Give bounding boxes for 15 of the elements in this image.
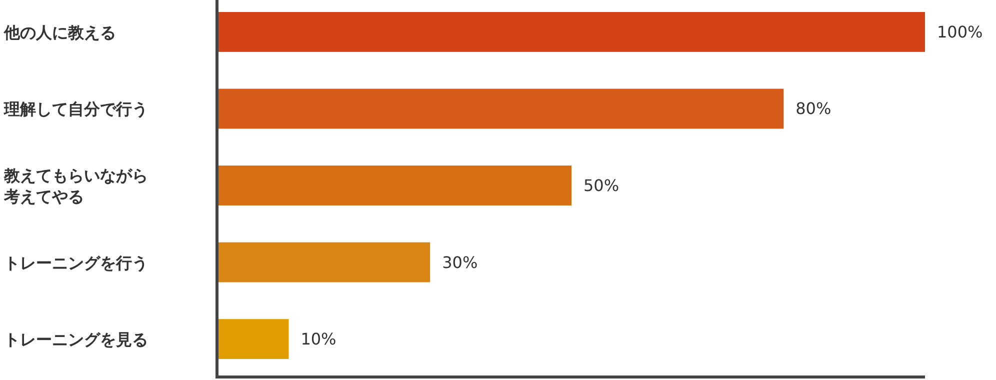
y-tick-label: 理解して自分で行う [3,99,148,118]
bar [218,88,784,129]
bar [218,166,572,206]
bar [218,242,430,282]
data-label: 80% [796,99,832,118]
y-tick-label: トレーニングを行う [4,252,148,272]
data-label: 100% [937,22,983,42]
y-tick-label: 他の人に教える [3,22,116,42]
bar [218,319,289,359]
data-label: 30% [442,252,478,272]
data-label: 50% [584,176,620,195]
data-label: 10% [300,330,336,349]
y-tick-label: 教えてもらいながら考えてやる [3,166,148,206]
y-tick-label: トレーニングを見る [4,330,148,349]
bar [218,12,925,52]
